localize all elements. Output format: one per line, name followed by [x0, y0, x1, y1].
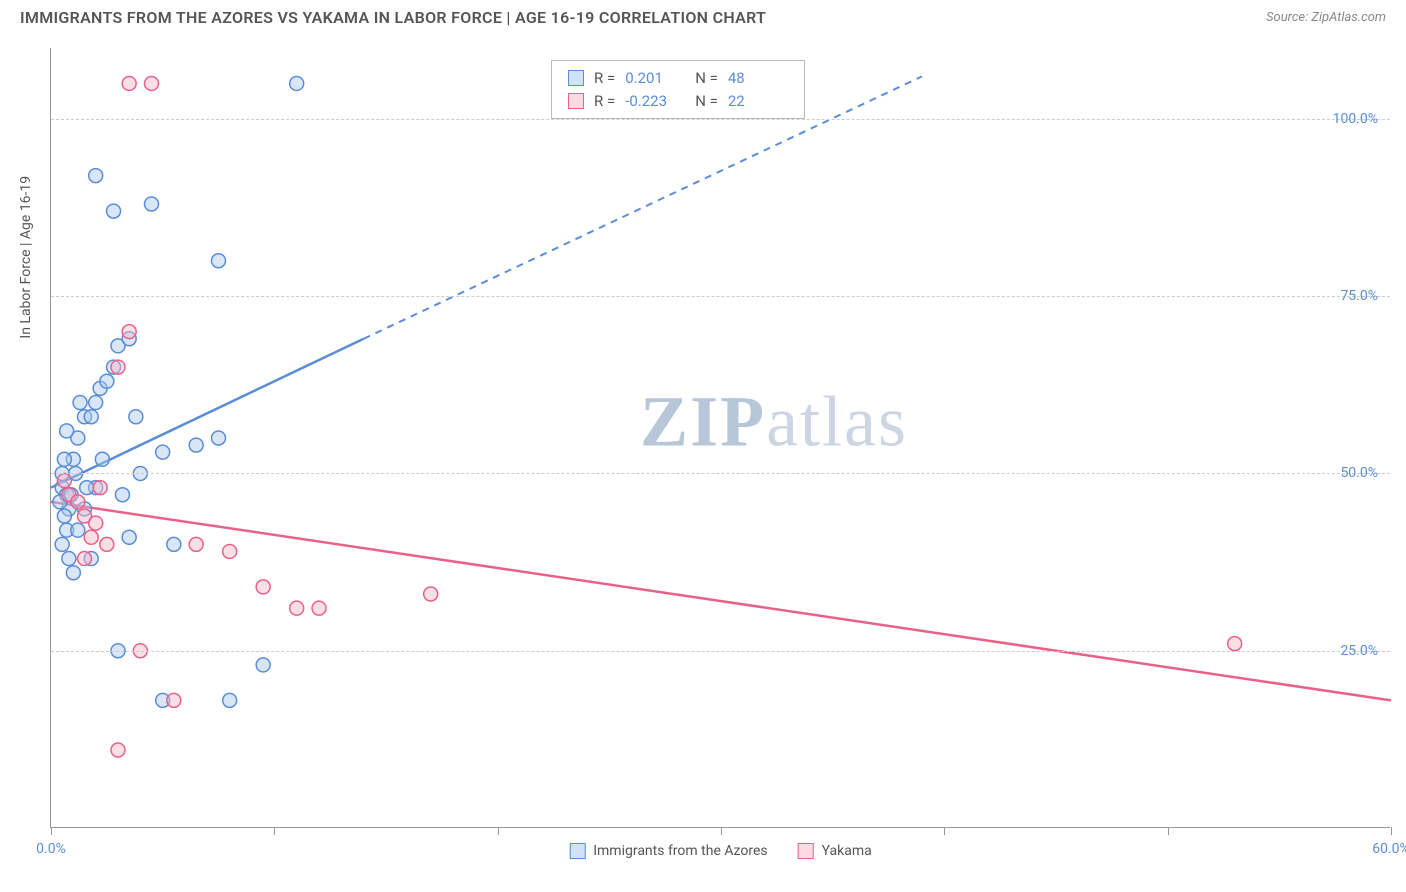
x-tick-label: 0.0% [36, 841, 66, 857]
data-point [256, 658, 270, 672]
r-value: -0.223 [625, 90, 685, 113]
data-point [223, 693, 237, 707]
data-point [312, 601, 326, 615]
legend-item: Immigrants from the Azores [569, 843, 767, 859]
data-point [290, 601, 304, 615]
x-tick [498, 827, 499, 835]
x-tick [944, 827, 945, 835]
chart-title: IMMIGRANTS FROM THE AZORES VS YAKAMA IN … [20, 8, 766, 27]
data-point [189, 537, 203, 551]
data-point [167, 537, 181, 551]
data-point [290, 76, 304, 90]
gridline-h [51, 119, 1390, 120]
data-point [115, 488, 129, 502]
data-point [212, 431, 226, 445]
data-point [167, 693, 181, 707]
gridline-h [51, 651, 1390, 652]
n-label: N = [695, 90, 718, 113]
y-tick-label: 100.0% [1333, 111, 1378, 127]
data-point [80, 481, 94, 495]
data-point [111, 360, 125, 374]
data-point [89, 396, 103, 410]
legend-label: Immigrants from the Azores [593, 843, 767, 859]
data-point [107, 204, 121, 218]
data-point [71, 523, 85, 537]
r-value: 0.201 [625, 67, 685, 90]
data-point [145, 76, 159, 90]
data-point [122, 325, 136, 339]
stats-legend-box: R = 0.201 N = 48 R = -0.223 N = 22 [551, 60, 805, 119]
data-point [89, 516, 103, 530]
data-point [71, 495, 85, 509]
data-point [66, 566, 80, 580]
legend-swatch [569, 843, 585, 859]
x-tick [274, 827, 275, 835]
data-point [100, 537, 114, 551]
legend-swatch [798, 843, 814, 859]
data-point [62, 552, 76, 566]
y-tick-label: 75.0% [1340, 288, 1378, 304]
y-tick-label: 25.0% [1340, 643, 1378, 659]
data-point [424, 587, 438, 601]
legend-item: Yakama [798, 843, 872, 859]
legend-label: Yakama [822, 843, 872, 859]
data-point [129, 410, 143, 424]
stats-row: R = -0.223 N = 22 [568, 90, 788, 113]
data-point [84, 410, 98, 424]
legend-swatch [568, 70, 584, 86]
data-point [78, 552, 92, 566]
x-tick [51, 827, 52, 835]
data-point [93, 481, 107, 495]
n-value: 48 [728, 67, 788, 90]
plot-svg [51, 48, 1390, 827]
r-label: R = [594, 90, 615, 113]
x-tick [1391, 827, 1392, 835]
data-point [122, 76, 136, 90]
data-point [256, 580, 270, 594]
data-point [1228, 637, 1242, 651]
source-credit: Source: ZipAtlas.com [1266, 10, 1386, 25]
data-point [57, 474, 71, 488]
data-point [189, 438, 203, 452]
data-point [84, 530, 98, 544]
y-tick-label: 50.0% [1340, 465, 1378, 481]
data-point [57, 509, 71, 523]
x-tick [1168, 827, 1169, 835]
data-point [100, 374, 114, 388]
data-point [111, 743, 125, 757]
n-value: 22 [728, 90, 788, 113]
data-point [55, 537, 69, 551]
title-bar: IMMIGRANTS FROM THE AZORES VS YAKAMA IN … [0, 0, 1406, 39]
chart-plot-area: ZIPatlas R =0.201N =48R =-0.223N =22 Imm… [50, 48, 1390, 828]
n-label: N = [695, 67, 718, 90]
data-point [60, 424, 74, 438]
data-point [95, 452, 109, 466]
x-tick [721, 827, 722, 835]
legend-swatch [568, 93, 584, 109]
data-point [122, 530, 136, 544]
data-point [145, 197, 159, 211]
trend-line [51, 502, 1391, 701]
data-point [73, 396, 87, 410]
r-label: R = [594, 67, 615, 90]
data-point [223, 544, 237, 558]
gridline-h [51, 296, 1390, 297]
data-point [212, 254, 226, 268]
x-tick-label: 60.0% [1372, 841, 1406, 857]
data-point [57, 452, 71, 466]
series-legend: Immigrants from the Azores Yakama [569, 843, 872, 859]
y-axis-label: In Labor Force | Age 16-19 [18, 176, 34, 339]
data-point [156, 445, 170, 459]
stats-row: R = 0.201 N = 48 [568, 67, 788, 90]
data-point [89, 169, 103, 183]
gridline-h [51, 473, 1390, 474]
